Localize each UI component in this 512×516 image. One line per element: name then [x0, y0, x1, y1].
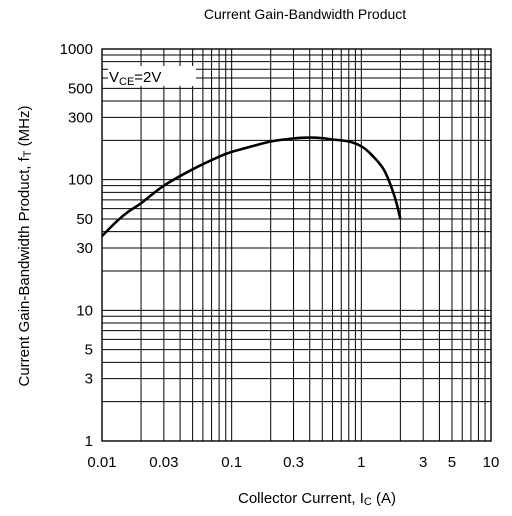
- x-tick-label: 5: [448, 454, 456, 471]
- y-tick-label: 50: [76, 211, 93, 228]
- chart-title: Current Gain-Bandwidth Product: [204, 6, 406, 22]
- y-tick-label: 100: [68, 172, 93, 189]
- series-line: [101, 136, 402, 238]
- y-tick-label: 500: [68, 80, 93, 97]
- x-tick-labels: 0.01 0.03 0.1 0.3 1 3 5 10: [87, 454, 499, 471]
- y-axis-label-main: Current Gain-Bandwidth Product, f: [16, 156, 33, 386]
- x-tick-label: 0.3: [283, 454, 304, 471]
- x-tick-label: 3: [419, 454, 427, 471]
- x-axis-label: Collector Current, IC (A): [238, 490, 396, 508]
- annotation-prefix: V: [109, 69, 119, 86]
- x-axis-label-main: Collector Current, I: [238, 490, 364, 507]
- y-tick-label: 1: [85, 433, 93, 450]
- y-tick-label: 3: [85, 371, 93, 388]
- x-tick-label: 0.1: [221, 454, 242, 471]
- grid: [102, 49, 491, 441]
- series-group: [101, 136, 402, 238]
- annotation-suffix: =2V: [134, 69, 161, 86]
- y-tick-label: 5: [85, 342, 93, 359]
- y-tick-label: 300: [68, 109, 93, 126]
- y-tick-labels: 1 3 5 10 30 50 100 300 500 1000: [60, 41, 93, 450]
- y-axis-label: Current Gain-Bandwidth Product, fT (MHz): [16, 105, 34, 386]
- annotation-label: VCE=2V: [109, 69, 161, 88]
- y-axis-label-unit: (MHz): [16, 105, 33, 150]
- y-tick-label: 10: [76, 302, 93, 319]
- x-tick-label: 1: [357, 454, 365, 471]
- x-axis-label-unit: (A): [372, 490, 396, 507]
- annotation-subscript: CE: [119, 76, 134, 88]
- y-tick-label: 30: [76, 240, 93, 257]
- x-tick-label: 0.03: [149, 454, 178, 471]
- annotation-background: [108, 66, 196, 86]
- x-tick-label: 0.01: [87, 454, 116, 471]
- plot-frame: [101, 48, 492, 442]
- annotation: VCE=2V: [108, 66, 196, 88]
- y-axis-label-sub: T: [22, 150, 34, 157]
- x-tick-label: 10: [483, 454, 500, 471]
- y-tick-label: 1000: [60, 41, 93, 58]
- x-axis-label-sub: C: [364, 496, 372, 508]
